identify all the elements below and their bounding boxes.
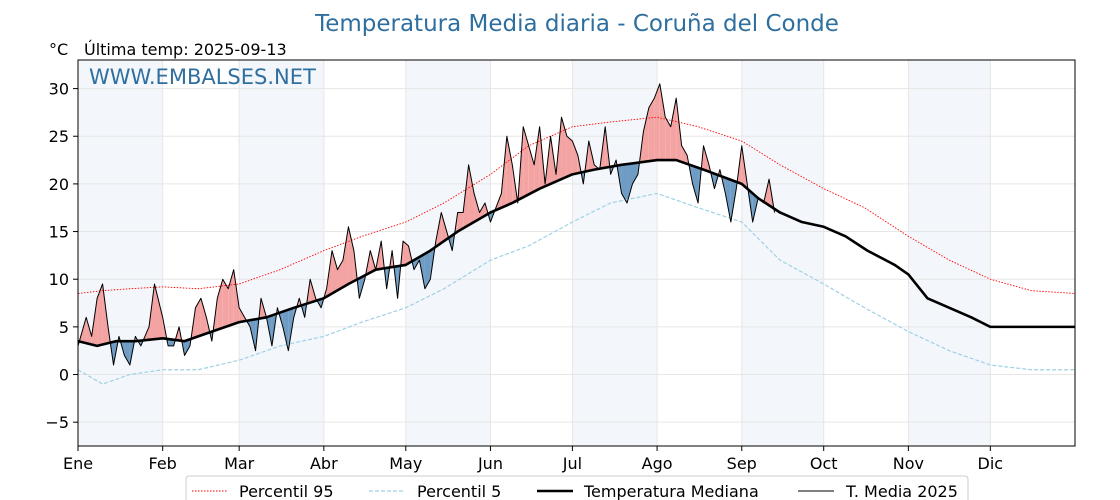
y-tick-label: 20: [49, 175, 69, 194]
x-tick-label: Abr: [310, 454, 338, 473]
fill-above-median: [648, 98, 655, 162]
y-axis: −5 0 5 10 15 20 25 30: [45, 80, 78, 432]
fill-above-median: [233, 269, 240, 325]
x-tick-label: Nov: [893, 454, 924, 473]
x-tick-label: Mar: [224, 454, 255, 473]
month-band: [572, 60, 658, 446]
fill-above-median: [228, 269, 234, 326]
y-tick-label: 10: [49, 270, 69, 289]
month-band: [78, 60, 163, 446]
fill-above-median: [348, 226, 354, 284]
y-tick-label: 5: [59, 318, 69, 337]
fill-below-median: [124, 341, 130, 365]
plot-frame: [77, 59, 1076, 447]
fill-above-median: [195, 298, 201, 338]
fill-above-median: [468, 164, 475, 226]
fill-above-median: [222, 279, 229, 328]
x-axis: Ene Feb Mar Abr May Jun Jul Ago Sep Oct Nov Dic: [63, 446, 1003, 473]
fill-above-median: [681, 145, 688, 164]
fill-above-median: [457, 212, 464, 232]
fill-above-median: [86, 317, 92, 345]
fill-below-median: [282, 309, 289, 351]
fill-above-median: [566, 136, 573, 177]
fill-above-median: [239, 307, 245, 323]
y-tick-label: −5: [45, 413, 69, 432]
fill-above-median: [534, 126, 540, 192]
y-tick-label: 0: [59, 366, 69, 385]
y-tick-label: 30: [49, 80, 69, 99]
fill-below-median: [184, 339, 190, 356]
month-band: [239, 60, 324, 446]
fill-above-median: [665, 117, 671, 161]
fill-above-median: [523, 126, 529, 198]
fill-below-median: [692, 165, 699, 203]
legend-label: T. Media 2025: [845, 482, 958, 500]
fill-below-median: [725, 177, 731, 223]
fill-above-median: [659, 83, 666, 161]
legend-label: Percentil 95: [239, 482, 334, 500]
legend-box: [185, 475, 969, 500]
y-tick-label: 25: [49, 127, 69, 146]
legend-label: Temperatura Mediana: [583, 482, 759, 500]
fill-above-median: [441, 212, 447, 243]
chart-title: Temperatura Media diaria - Coruña del Co…: [314, 11, 839, 37]
unit-label: °C: [49, 40, 68, 59]
percentile-5-line: [77, 192, 1075, 385]
fill-above-median: [479, 202, 485, 219]
fill-above-median: [403, 241, 409, 266]
month-band: [405, 60, 491, 446]
watermark: WWW.EMBALSES.NET: [89, 65, 316, 89]
y-tick-label: 15: [49, 223, 69, 242]
fill-above-median: [200, 298, 207, 336]
fill-below-median: [424, 250, 431, 289]
fill-above-median: [342, 226, 349, 288]
fill-above-median: [474, 193, 480, 223]
fill-above-median: [528, 145, 535, 195]
current-year-line: [77, 83, 776, 366]
fill-above-median: [332, 250, 338, 294]
fill-above-median: [506, 136, 513, 206]
series-lines: [77, 83, 1076, 385]
legend-label: Percentil 5: [417, 482, 501, 500]
fill-below-median: [632, 162, 638, 184]
percentile-95-line: [77, 116, 1076, 294]
x-tick-label: Feb: [149, 454, 177, 473]
fill-above-median: [154, 283, 163, 340]
fill-above-median: [670, 98, 677, 161]
month-band: [741, 60, 824, 446]
month-band: [908, 60, 991, 446]
month-bands: [78, 60, 991, 446]
fill-above-median: [572, 141, 578, 175]
x-tick-label: Dic: [978, 454, 1004, 473]
x-tick-label: Ago: [642, 454, 673, 473]
fill-above-median: [102, 283, 109, 345]
fill-below-median: [621, 164, 628, 203]
x-tick-label: Oct: [810, 454, 838, 473]
fill-above-median: [643, 107, 649, 162]
last-temp-label: Última temp: 2025-09-13: [84, 40, 287, 59]
fill-below-median: [627, 163, 633, 203]
fill-above-median: [97, 283, 103, 346]
x-tick-label: May: [389, 454, 422, 473]
x-tick-label: Ene: [63, 454, 93, 473]
x-tick-label: Jun: [477, 454, 503, 473]
median-line: [77, 158, 1075, 348]
legend: Percentil 95 Percentil 5 Temperatura Media…: [185, 475, 969, 500]
x-tick-label: Jul: [562, 454, 582, 473]
fill-above-median: [217, 279, 223, 330]
fill-above-median: [654, 83, 660, 161]
x-tick-label: Sep: [727, 454, 757, 473]
